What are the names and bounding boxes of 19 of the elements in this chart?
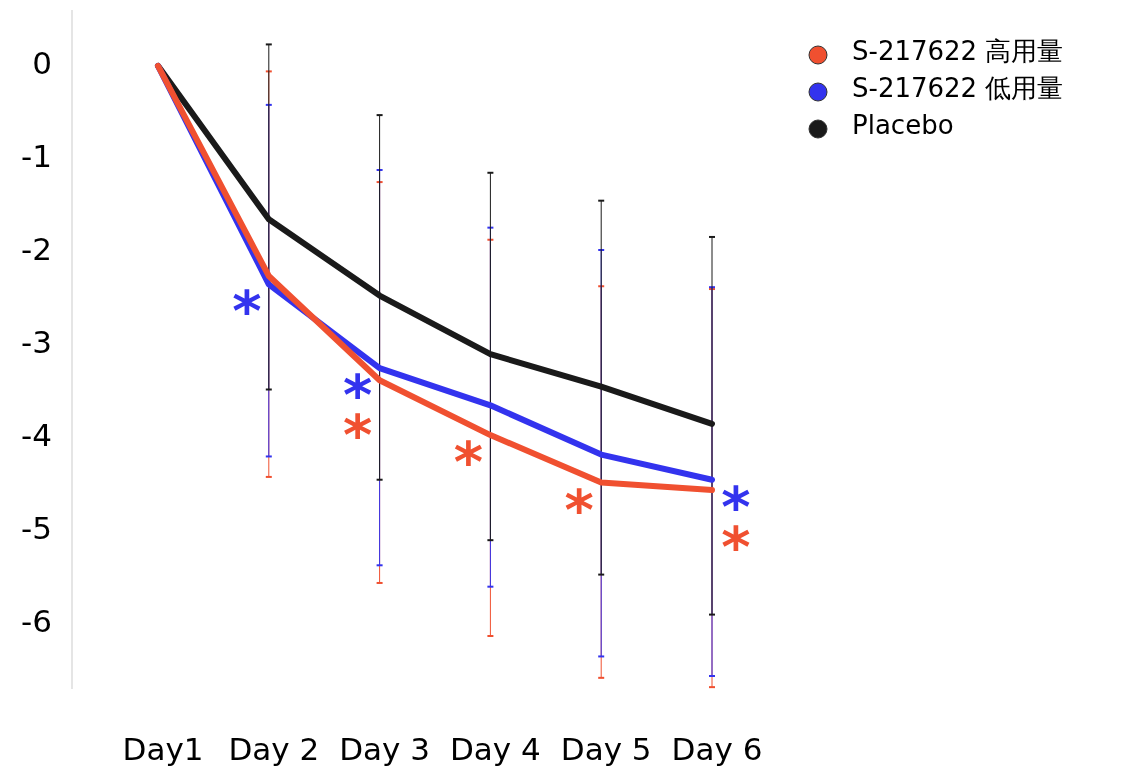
x-tick-label: Day 3 (339, 731, 430, 767)
y-tick-label: -4 (21, 417, 52, 454)
x-tick-label: Day 4 (450, 731, 541, 767)
x-tick-label: Day 2 (228, 731, 320, 767)
y-tick-label: -6 (21, 603, 52, 640)
annotation: * (232, 278, 262, 344)
legend-label: Placebo (852, 109, 954, 140)
x-tick-label: Day 6 (671, 731, 763, 767)
y-tick-label: -2 (21, 231, 52, 268)
legend-label: S-217622 高用量 (852, 35, 1064, 66)
x-tick-label: Day 5 (560, 731, 652, 767)
y-tick-label: -5 (21, 510, 52, 547)
legend-label: S-217622 低用量 (852, 72, 1064, 103)
y-tick-label: -1 (21, 138, 52, 175)
x-tick-label: Day1 (122, 731, 204, 767)
annotation: * (564, 476, 594, 542)
y-tick-label: -3 (21, 324, 52, 361)
annotation: * (453, 429, 484, 495)
y-tick-label: 0 (32, 45, 52, 82)
